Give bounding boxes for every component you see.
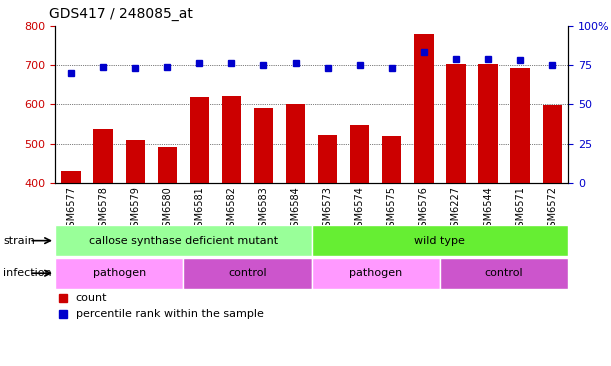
Text: pathogen: pathogen bbox=[349, 268, 403, 278]
Bar bbox=[126, 140, 145, 183]
Bar bbox=[318, 135, 337, 183]
Text: callose synthase deficient mutant: callose synthase deficient mutant bbox=[89, 236, 278, 246]
Bar bbox=[414, 34, 433, 183]
Bar bbox=[312, 225, 568, 256]
Bar bbox=[350, 125, 369, 183]
Text: percentile rank within the sample: percentile rank within the sample bbox=[76, 309, 263, 319]
Bar bbox=[254, 108, 273, 183]
Text: strain: strain bbox=[3, 236, 35, 246]
Bar bbox=[61, 171, 81, 183]
Text: wild type: wild type bbox=[414, 236, 466, 246]
Bar bbox=[511, 68, 530, 183]
Bar bbox=[158, 147, 177, 183]
Text: infection: infection bbox=[3, 268, 52, 278]
Bar bbox=[312, 258, 440, 289]
Bar bbox=[478, 64, 497, 183]
Bar bbox=[382, 136, 401, 183]
Bar bbox=[440, 258, 568, 289]
Text: count: count bbox=[76, 294, 107, 303]
Bar bbox=[543, 105, 562, 183]
Text: GDS417 / 248085_at: GDS417 / 248085_at bbox=[49, 7, 192, 21]
Text: pathogen: pathogen bbox=[92, 268, 146, 278]
Text: control: control bbox=[485, 268, 524, 278]
Bar bbox=[446, 64, 466, 183]
Bar bbox=[183, 258, 312, 289]
Bar bbox=[190, 97, 209, 183]
Bar bbox=[55, 225, 312, 256]
Bar bbox=[286, 104, 305, 183]
Bar bbox=[222, 96, 241, 183]
Bar bbox=[55, 258, 183, 289]
Bar bbox=[93, 129, 113, 183]
Text: control: control bbox=[228, 268, 267, 278]
